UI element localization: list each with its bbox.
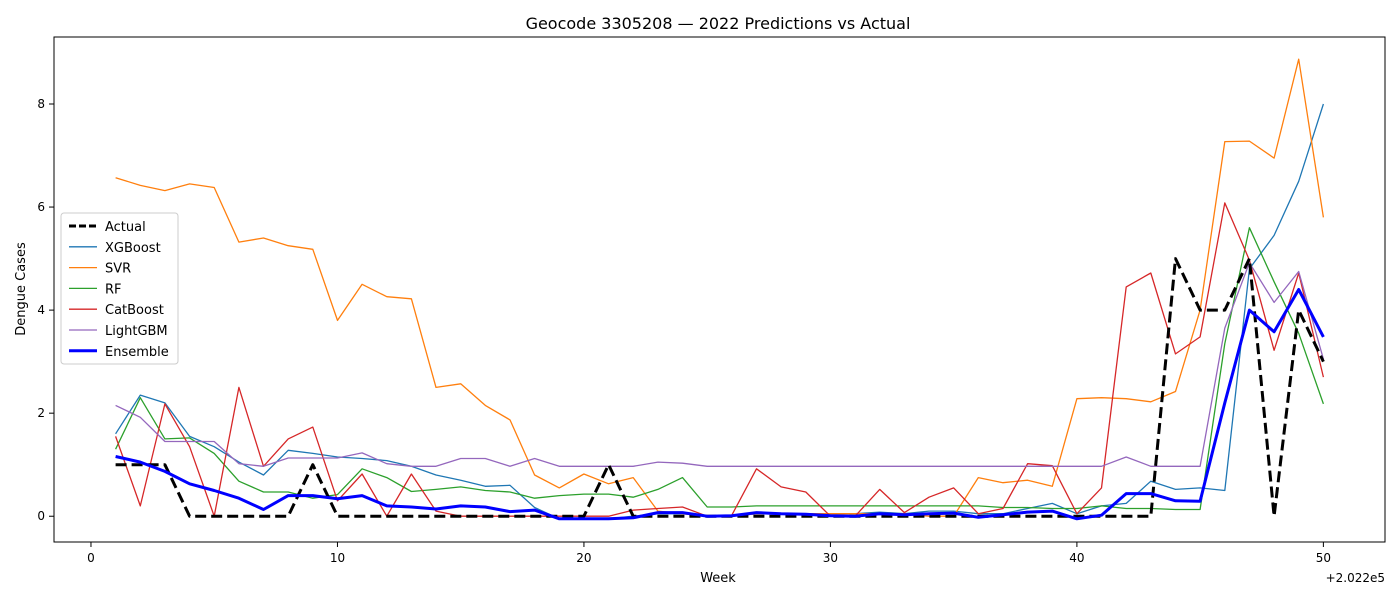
series-line-catboost: [114, 202, 1325, 517]
y-tick-label: 4: [37, 303, 45, 317]
y-axis-label: Dengue Cases: [14, 242, 29, 336]
y-tick-label: 0: [37, 509, 45, 523]
legend-label: Actual: [105, 220, 146, 235]
legend-label: LightGBM: [105, 324, 168, 339]
series-line-rf: [115, 227, 1325, 511]
series-line-lightgbm: [115, 262, 1325, 467]
series-line-ensemble: [115, 288, 1325, 521]
ticks: 0 10 20 30 40 50 0 2 4 6 8: [37, 97, 1331, 565]
x-tick-label: 40: [1069, 551, 1084, 565]
series-line-xgboost: [115, 103, 1325, 520]
legend-label: SVR: [105, 262, 131, 277]
series-line-actual: [115, 257, 1325, 518]
legend: Actual XGBoost SVR RF CatBoost LightGBM Ensemb…: [60, 212, 179, 365]
legend-label: XGBoost: [105, 241, 161, 256]
x-tick-label: 0: [87, 551, 95, 565]
x-tick-label: 50: [1316, 551, 1331, 565]
series-lines: [114, 58, 1325, 521]
x-offset-label: +2.022e5: [1326, 571, 1385, 585]
y-tick-label: 2: [37, 406, 45, 420]
legend-label: RF: [105, 282, 122, 297]
y-tick-label: 8: [37, 97, 45, 111]
legend-label: CatBoost: [105, 303, 164, 318]
x-axis-label: Week: [700, 571, 736, 586]
y-tick-label: 6: [37, 200, 45, 214]
x-tick-label: 20: [576, 551, 591, 565]
chart-title: Geocode 3305208 — 2022 Predictions vs Ac…: [526, 14, 911, 33]
legend-label: Ensemble: [105, 345, 169, 360]
legend-box: [60, 212, 179, 365]
x-tick-label: 30: [823, 551, 838, 565]
x-tick-label: 10: [330, 551, 345, 565]
plot-frame: [53, 36, 1386, 543]
series-line-svr: [115, 58, 1325, 517]
